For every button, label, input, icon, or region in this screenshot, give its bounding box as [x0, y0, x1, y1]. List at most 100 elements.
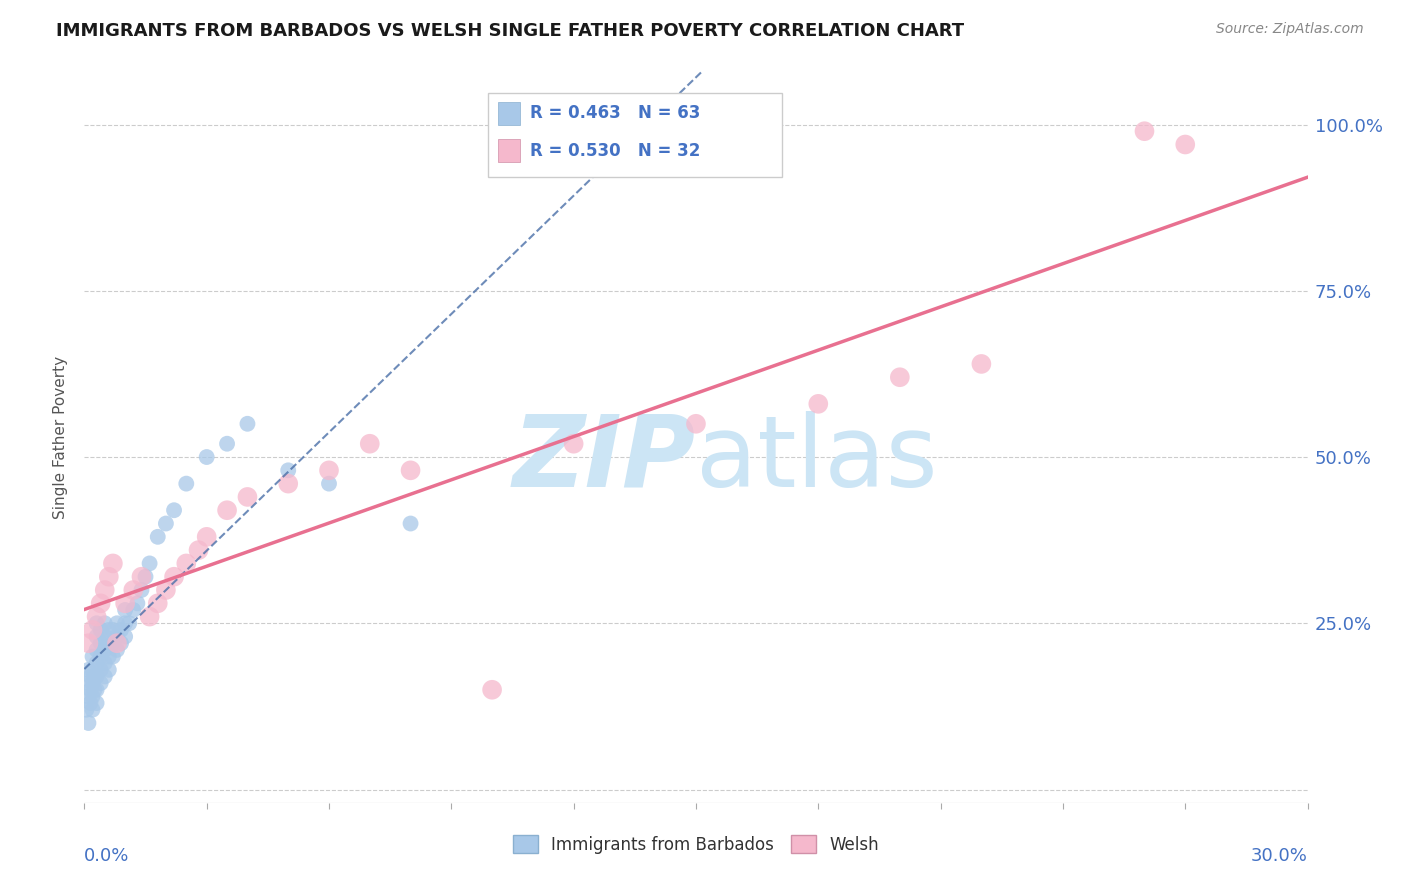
- Point: [118, 616, 141, 631]
- Point: [105, 616, 128, 631]
- Point: [101, 649, 124, 664]
- Point: [114, 630, 136, 644]
- Point: [318, 463, 340, 477]
- Point: [86, 616, 108, 631]
- Point: [114, 616, 136, 631]
- FancyBboxPatch shape: [498, 102, 520, 125]
- Point: [105, 636, 128, 650]
- Point: [138, 609, 160, 624]
- Point: [82, 690, 104, 704]
- Text: atlas: atlas: [696, 410, 938, 508]
- Point: [75, 703, 97, 717]
- Point: [110, 623, 132, 637]
- Point: [82, 663, 104, 677]
- Point: [77, 690, 100, 704]
- Text: 30.0%: 30.0%: [1251, 847, 1308, 864]
- Point: [93, 656, 115, 670]
- Text: 0.0%: 0.0%: [84, 847, 129, 864]
- Point: [90, 663, 112, 677]
- Point: [101, 557, 124, 571]
- Point: [163, 570, 186, 584]
- Point: [86, 656, 108, 670]
- FancyBboxPatch shape: [488, 94, 782, 178]
- Point: [155, 582, 177, 597]
- Point: [277, 463, 299, 477]
- Point: [79, 669, 101, 683]
- Point: [82, 676, 104, 690]
- Point: [174, 476, 197, 491]
- Point: [90, 623, 112, 637]
- Point: [93, 643, 115, 657]
- Point: [101, 623, 124, 637]
- Point: [83, 682, 105, 697]
- Point: [77, 676, 100, 690]
- Y-axis label: Single Father Poverty: Single Father Poverty: [53, 356, 69, 518]
- Point: [318, 476, 340, 491]
- Point: [1133, 124, 1156, 138]
- Point: [1174, 137, 1197, 152]
- Text: IMMIGRANTS FROM BARBADOS VS WELSH SINGLE FATHER POVERTY CORRELATION CHART: IMMIGRANTS FROM BARBADOS VS WELSH SINGLE…: [56, 22, 965, 40]
- Point: [97, 649, 120, 664]
- Point: [110, 636, 132, 650]
- Point: [79, 696, 101, 710]
- Text: Source: ZipAtlas.com: Source: ZipAtlas.com: [1216, 22, 1364, 37]
- Point: [105, 630, 128, 644]
- Point: [90, 636, 112, 650]
- Point: [146, 596, 169, 610]
- Point: [114, 596, 136, 610]
- Point: [562, 436, 585, 450]
- Point: [807, 397, 830, 411]
- Text: R = 0.463   N = 63: R = 0.463 N = 63: [530, 104, 700, 122]
- Point: [82, 649, 104, 664]
- Point: [114, 603, 136, 617]
- Point: [101, 636, 124, 650]
- Point: [77, 663, 100, 677]
- Point: [236, 417, 259, 431]
- Point: [77, 636, 100, 650]
- Point: [135, 570, 157, 584]
- Point: [970, 357, 993, 371]
- Point: [90, 676, 112, 690]
- Legend: Immigrants from Barbados, Welsh: Immigrants from Barbados, Welsh: [506, 829, 886, 860]
- Point: [93, 582, 115, 597]
- Point: [93, 630, 115, 644]
- Point: [685, 417, 707, 431]
- Point: [97, 636, 120, 650]
- FancyBboxPatch shape: [498, 139, 520, 162]
- Point: [93, 669, 115, 683]
- Point: [105, 643, 128, 657]
- Point: [131, 570, 153, 584]
- Point: [122, 582, 145, 597]
- Point: [163, 503, 186, 517]
- Point: [97, 623, 120, 637]
- Point: [217, 436, 239, 450]
- Point: [138, 557, 160, 571]
- Point: [82, 623, 104, 637]
- Point: [481, 682, 503, 697]
- Point: [127, 596, 149, 610]
- Point: [86, 609, 108, 624]
- Point: [83, 669, 105, 683]
- Point: [86, 643, 108, 657]
- Point: [93, 616, 115, 631]
- Point: [97, 570, 120, 584]
- Point: [277, 476, 299, 491]
- Point: [122, 603, 145, 617]
- Point: [155, 516, 177, 531]
- Point: [399, 516, 422, 531]
- Point: [217, 503, 239, 517]
- Point: [187, 543, 209, 558]
- Point: [131, 582, 153, 597]
- Point: [97, 663, 120, 677]
- Point: [86, 630, 108, 644]
- Point: [79, 682, 101, 697]
- Point: [146, 530, 169, 544]
- Point: [359, 436, 381, 450]
- Point: [86, 669, 108, 683]
- Point: [86, 696, 108, 710]
- Text: R = 0.530   N = 32: R = 0.530 N = 32: [530, 142, 700, 160]
- Point: [195, 450, 218, 464]
- Point: [86, 682, 108, 697]
- Point: [174, 557, 197, 571]
- Point: [90, 596, 112, 610]
